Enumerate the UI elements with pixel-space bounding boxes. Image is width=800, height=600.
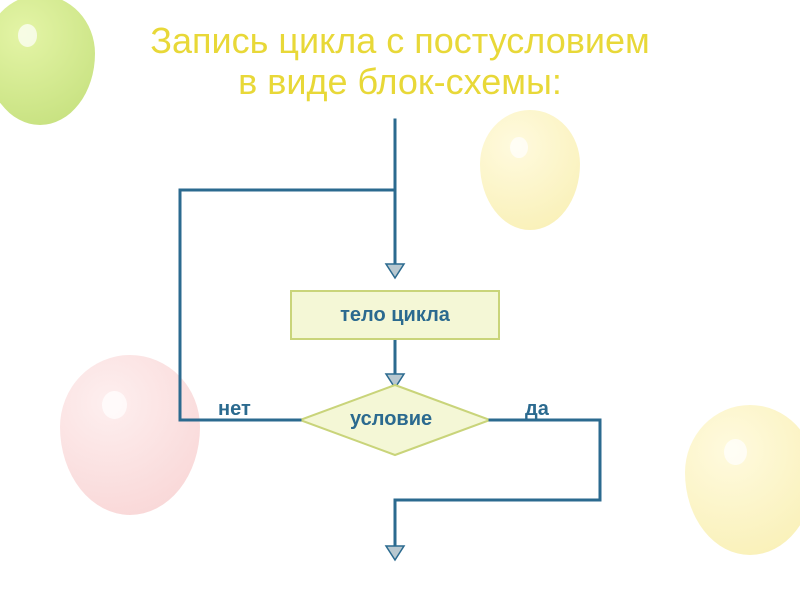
- edge-label-yes: да: [525, 398, 549, 421]
- decision-label: условие: [350, 408, 432, 431]
- process-block-loop-body: тело цикла: [290, 290, 500, 340]
- process-label: тело цикла: [340, 304, 450, 327]
- edge-label-no: нет: [218, 398, 251, 421]
